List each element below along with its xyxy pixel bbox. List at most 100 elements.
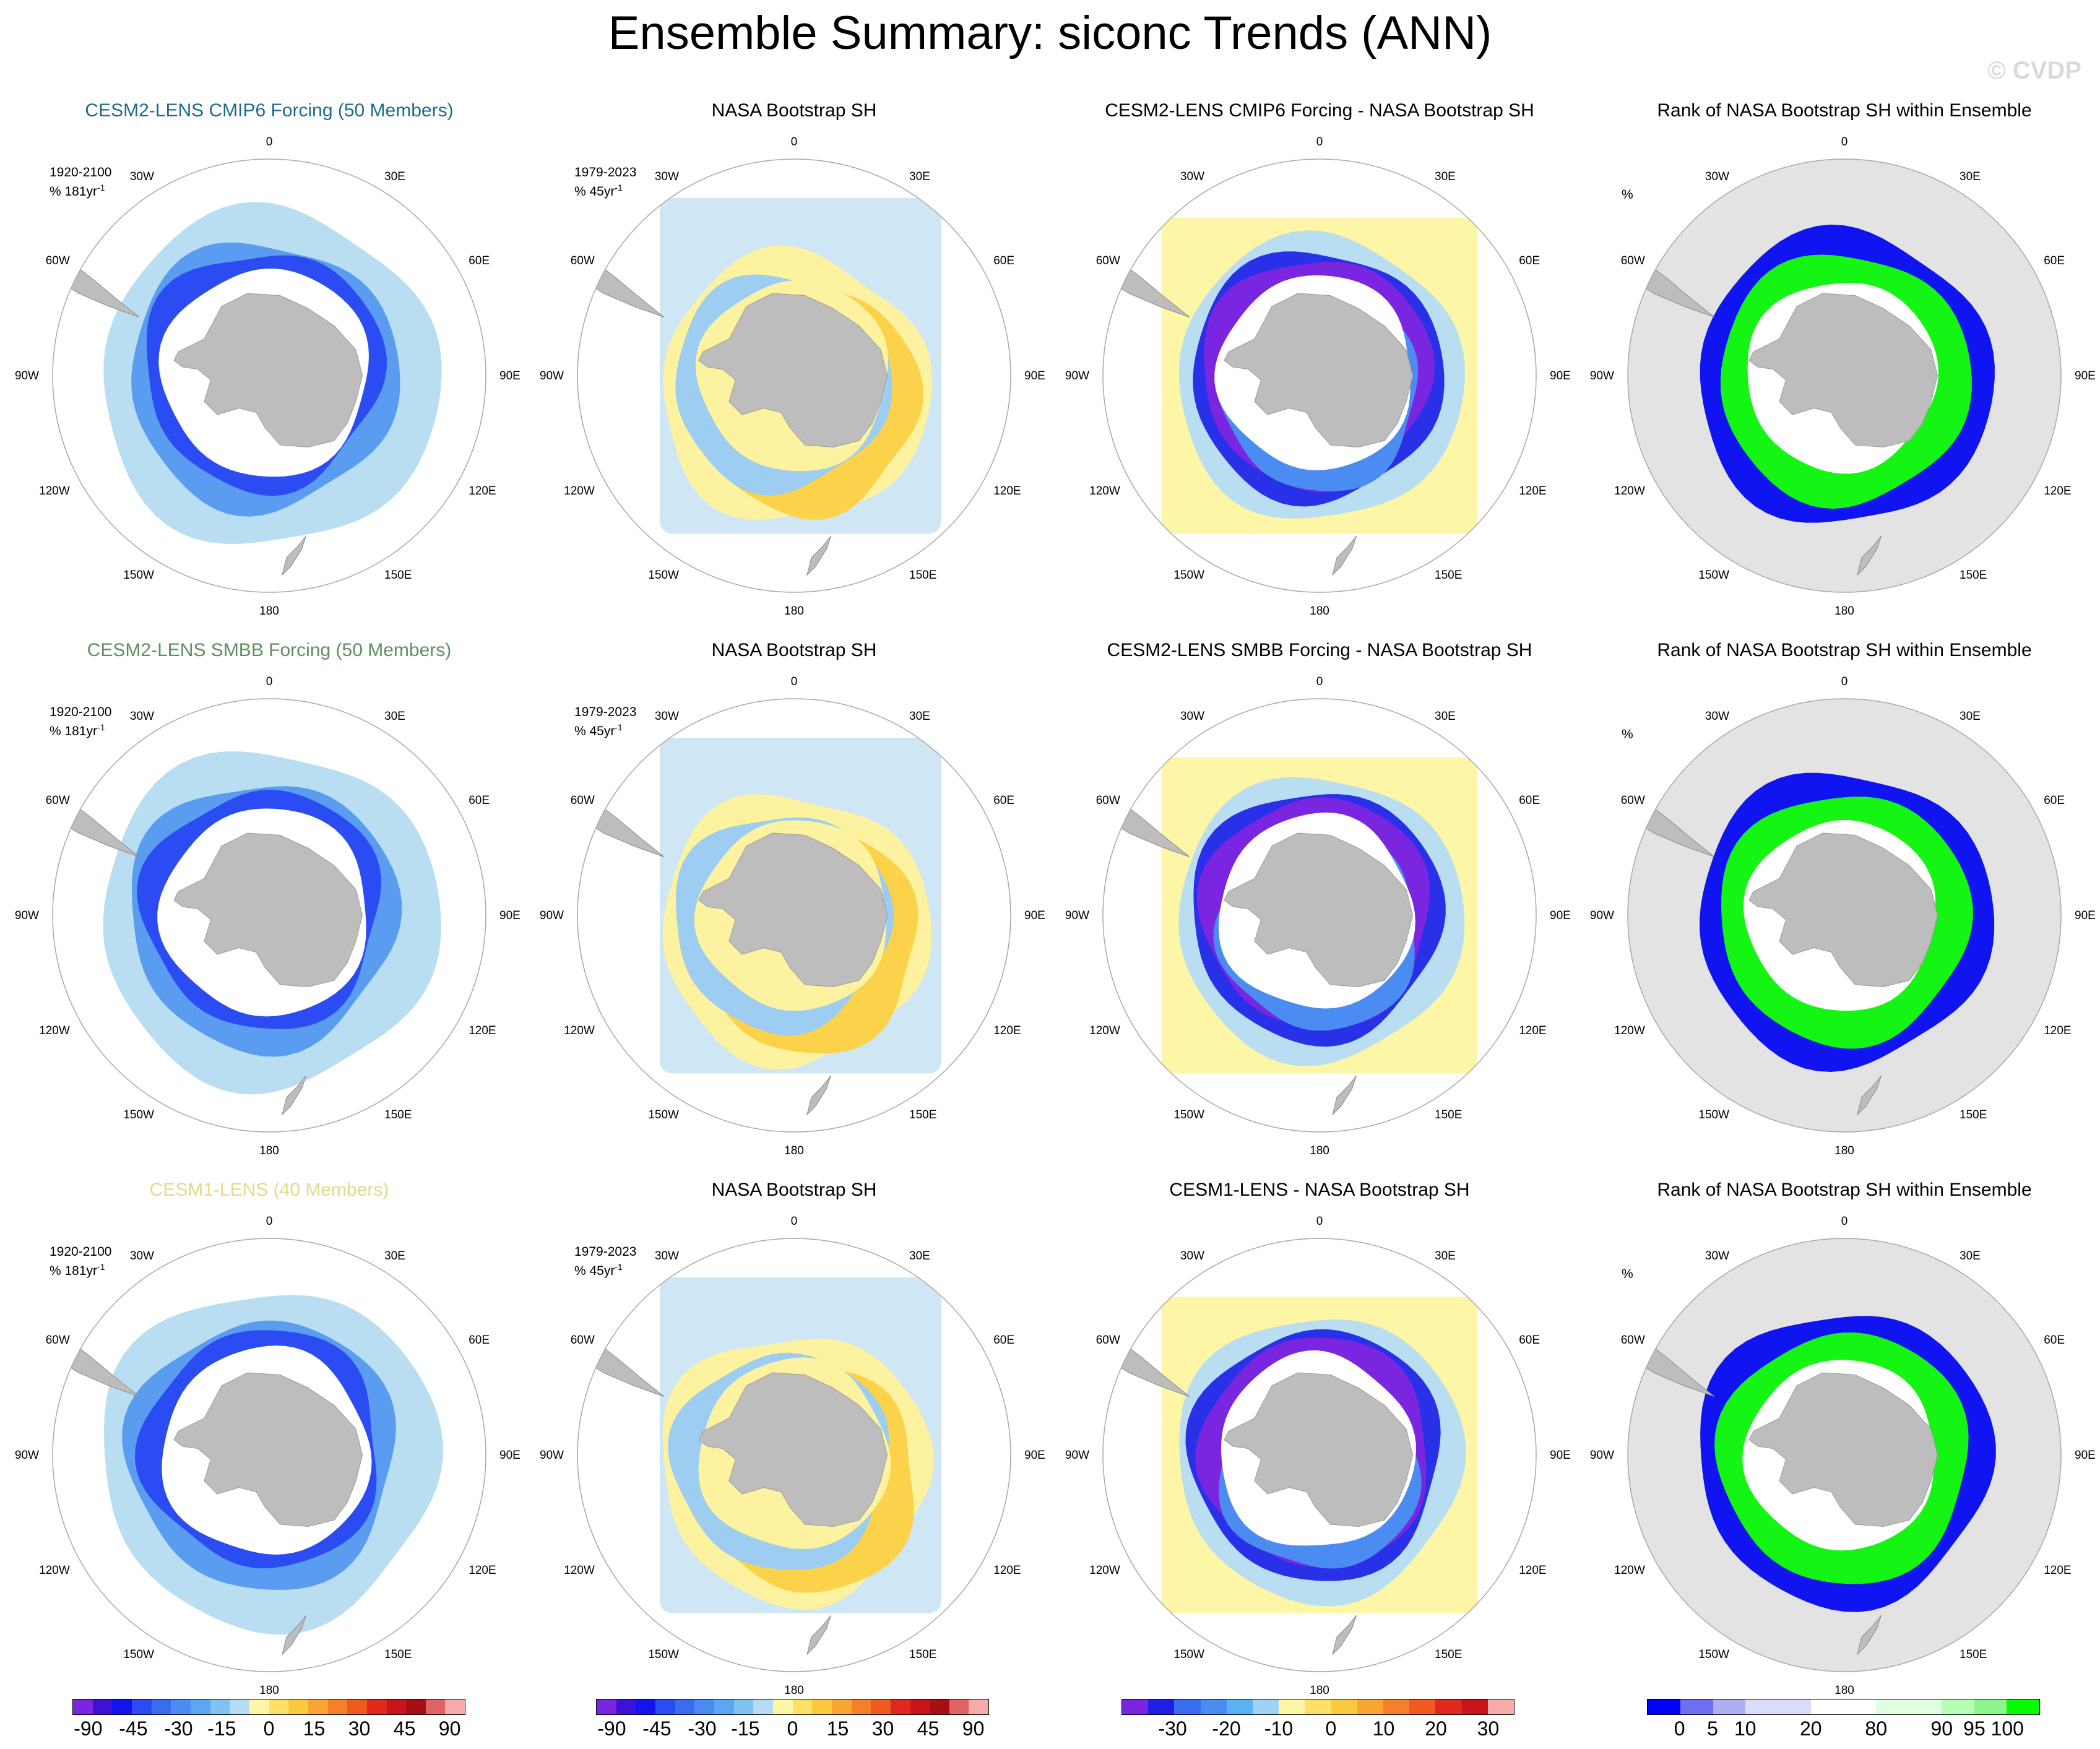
colorbar-tick-label: -10 [1264, 1717, 1294, 1740]
longitude-label: 60E [469, 254, 490, 267]
longitude-label: 150E [909, 1108, 936, 1121]
colorbar-swatch [327, 1699, 348, 1714]
longitude-label: 150W [1698, 1108, 1729, 1121]
panel-title-rank: Rank of NASA Bootstrap SH within Ensembl… [1657, 640, 2032, 660]
longitude-label: 180 [1310, 1144, 1329, 1157]
longitude-label: 60E [469, 1334, 490, 1347]
longitude-label: 150E [1435, 1648, 1462, 1661]
colorbar-swatch [1974, 1699, 2007, 1714]
colorbar-swatch [151, 1699, 171, 1714]
longitude-label: 150W [648, 569, 679, 582]
new-zealand-landmass [1332, 1615, 1357, 1656]
colorbar-swatch [772, 1699, 793, 1714]
longitude-label: 30W [130, 1250, 154, 1263]
new-zealand-landmass [282, 535, 306, 576]
map-boundary-circle [1102, 158, 1537, 593]
rank-units-label: % [1622, 188, 1633, 202]
page-title: Ensemble Summary: siconc Trends (ANN) [608, 7, 1492, 59]
colorbar-swatch [1200, 1699, 1227, 1714]
longitude-label: 90E [1550, 909, 1571, 922]
antarctica-landmass [1748, 293, 1938, 448]
colorbar-tick-label: 30 [1477, 1717, 1500, 1740]
units-text: % 45yr [574, 1264, 615, 1278]
units-label: % 45yr-1 [574, 180, 636, 199]
longitude-label: 180 [784, 1684, 804, 1697]
longitude-label: 60W [46, 254, 70, 267]
units-exponent: -1 [97, 183, 105, 192]
panel-title-model: CESM1-LENS (40 Members) [149, 1180, 389, 1200]
longitude-label: 0 [1316, 1215, 1323, 1228]
longitude-label: 90W [540, 369, 564, 382]
colorbar-swatch [930, 1699, 949, 1714]
period-label: 1920-2100 [50, 705, 112, 719]
panel-title-diff: CESM2-LENS CMIP6 Forcing - NASA Bootstra… [1105, 100, 1534, 121]
colorbar-tick-label: 5 [1707, 1717, 1718, 1740]
polar-map-diff: 0 30E 60E 90E 120E 150E 180 150W 120W 90W 60W 30W [1065, 675, 1571, 1157]
colorbar-swatch [425, 1699, 446, 1714]
units-text: % 45yr [574, 184, 615, 199]
units-text: % 181yr [50, 184, 98, 199]
colorbar-swatch [92, 1699, 113, 1714]
longitude-label: 30W [1180, 1250, 1204, 1263]
polar-map-diff: 0 30E 60E 90E 120E 150E 180 150W 120W 90W 60W 30W [1065, 1215, 1571, 1697]
colorbar-swatch [1174, 1699, 1201, 1714]
map-boundary-circle [577, 158, 1011, 593]
colorbar-swatch [812, 1699, 832, 1714]
longitude-label: 120E [1519, 1564, 1546, 1577]
longitude-label: 150E [1960, 1108, 1987, 1121]
period-label: 1920-2100 [50, 165, 112, 179]
longitude-label: 90E [1024, 1449, 1045, 1462]
units-text: % 181yr [50, 1264, 98, 1278]
longitude-label: 30W [1180, 170, 1204, 183]
colorbar-tick-label: 90 [438, 1717, 461, 1740]
rank-units-label: % [1622, 1267, 1633, 1281]
map-boundary-circle [1102, 1238, 1537, 1672]
period-label: 1979-2023 [574, 165, 637, 179]
longitude-label: 60E [469, 794, 490, 807]
units-label: % 181yr-1 [50, 1259, 111, 1279]
map-boundary-circle [577, 698, 1011, 1133]
colorbar-swatch [969, 1699, 989, 1714]
longitude-label: 90E [1550, 1449, 1571, 1462]
longitude-label: 30W [130, 170, 154, 183]
longitude-label: 30E [384, 1250, 405, 1263]
longitude-label: 150W [1698, 1648, 1729, 1661]
longitude-label: 30E [1435, 1250, 1456, 1263]
colorbar-swatch [831, 1699, 852, 1714]
longitude-label: 90W [15, 369, 39, 382]
polar-map-model: 0 30E 60E 90E 120E 150E 180 150W 120W 90W 60W 30W [15, 136, 521, 618]
longitude-label: 0 [1841, 136, 1848, 149]
antarctica-landmass [698, 293, 888, 448]
longitude-label: 90E [1024, 909, 1045, 922]
colorbar-swatch [249, 1699, 269, 1714]
longitude-label: 60E [1519, 254, 1540, 267]
longitude-label: 180 [1310, 605, 1329, 618]
longitude-label: 30E [1960, 710, 1981, 723]
longitude-label: 150E [384, 569, 412, 582]
colorbar-tick-label: -90 [74, 1717, 103, 1740]
longitude-label: 60W [571, 794, 595, 807]
colorbar-swatch [210, 1699, 230, 1714]
panel-title-obs: NASA Bootstrap SH [711, 640, 877, 660]
longitude-label: 90W [1590, 1449, 1614, 1462]
colorbar-swatch [269, 1699, 289, 1714]
colorbar-tick-label: 15 [826, 1717, 849, 1740]
longitude-label: 0 [1316, 675, 1323, 688]
longitude-label: 30W [1705, 170, 1729, 183]
polar-map-diff: 0 30E 60E 90E 120E 150E 180 150W 120W 90W 60W 30W [1065, 136, 1571, 618]
colorbar-swatch [288, 1699, 308, 1714]
colorbar-swatch [73, 1699, 93, 1714]
colorbar-swatch [1876, 1699, 1909, 1714]
longitude-label: 30E [909, 1250, 930, 1263]
antarctica-landmass [698, 832, 888, 988]
antarctica-landmass [173, 1372, 363, 1527]
longitude-label: 30E [1960, 170, 1981, 183]
longitude-label: 60W [46, 1334, 70, 1347]
polar-map-rank: 0 30E 60E 90E 120E 150E 180 150W 120W 90W 60W 30W [1590, 136, 2096, 618]
colorbar-swatch [675, 1699, 695, 1714]
longitude-label: 60E [1519, 794, 1540, 807]
colorbar-tick-label: 30 [348, 1717, 371, 1740]
map-boundary-circle [1627, 158, 2062, 593]
units-text: % 45yr [574, 724, 615, 738]
map-boundary-circle [52, 158, 486, 593]
